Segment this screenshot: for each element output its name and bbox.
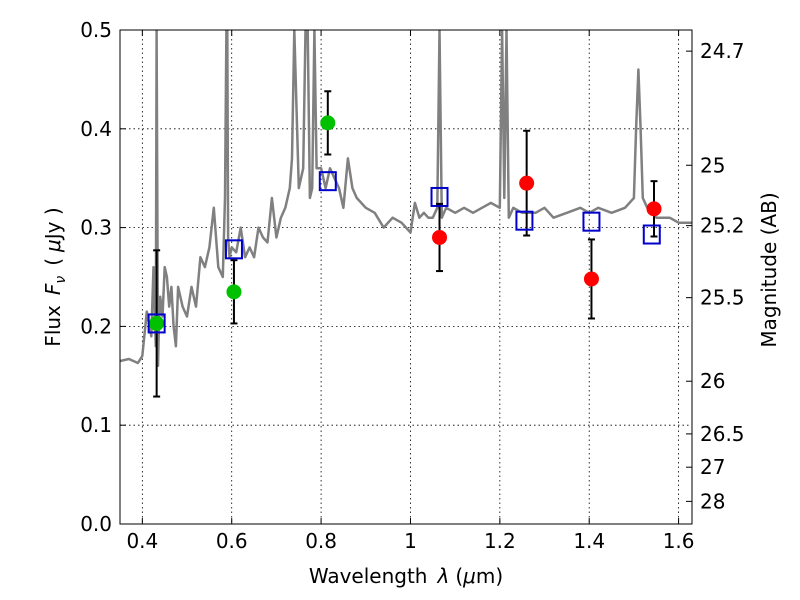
x-tick-label: 0.4	[126, 529, 158, 553]
y-tick-label: 0.5	[80, 18, 112, 42]
model-point	[318, 171, 337, 192]
magnitude-tick-label: 25.2	[700, 214, 745, 238]
y-tick-label: 0.3	[80, 216, 112, 240]
x-tick-label: 1	[404, 529, 417, 553]
optical-point	[320, 115, 336, 131]
x-axis-label: Wavelength λ (μm)	[309, 564, 503, 588]
x-tick-label: 0.8	[305, 529, 337, 553]
magnitude-axis-label: Magnitude (AB)	[757, 192, 781, 347]
x-axis-ticks: 0.4 0.6 0.8 1 1.2 1.4 1.6	[126, 30, 695, 553]
optical-point	[226, 284, 242, 300]
x-axis-label-symbol: λ	[436, 564, 449, 588]
magnitude-tick-label: 25	[700, 153, 725, 177]
y-axis-label-subscript: ν	[53, 276, 69, 284]
plot-frame	[119, 29, 693, 525]
magnitude-tick-label: 26.5	[700, 422, 745, 446]
y-axis-label-text: Flux	[41, 305, 65, 347]
optical-point	[149, 315, 165, 331]
model-point	[515, 210, 534, 231]
x-tick-label: 1.4	[573, 529, 605, 553]
y-tick-label: 0.1	[80, 413, 112, 437]
nir-point	[432, 229, 448, 245]
model-point	[224, 239, 243, 260]
x-axis-label-unit-mu: μ	[462, 564, 476, 588]
y-axis-label-unit-rest: Jy )	[41, 207, 65, 241]
nir-point	[583, 271, 599, 287]
model-point	[582, 211, 601, 232]
data-markers	[147, 115, 662, 334]
magnitude-axis-ticks: 24.7 25 25.2 25.5 26 26.5 27 28	[686, 39, 745, 513]
y-tick-label: 0.0	[80, 512, 112, 536]
x-tick-label: 0.6	[216, 529, 248, 553]
x-axis-label-unit-open: (	[455, 564, 463, 588]
y-tick-label: 0.4	[80, 117, 112, 141]
magnitude-tick-label: 26	[700, 369, 725, 393]
magnitude-tick-label: 25.5	[700, 286, 745, 310]
y-axis-label-symbol: F	[41, 283, 65, 295]
nir-point	[646, 201, 662, 217]
model-point	[430, 186, 449, 207]
x-axis-label-text: Wavelength	[309, 564, 428, 588]
magnitude-tick-label: 27	[700, 455, 725, 479]
model-point	[642, 224, 661, 245]
y-axis-ticks: 0.0 0.1 0.2 0.3 0.4 0.5	[80, 18, 126, 536]
model-spectrum-line	[120, 30, 692, 368]
x-axis-label-unit-rest: m)	[476, 564, 503, 588]
magnitude-tick-label: 24.7	[700, 39, 745, 63]
y-axis-label-unit-open: (	[41, 258, 65, 266]
x-tick-label: 1.6	[663, 529, 695, 553]
x-tick-label: 1.2	[484, 529, 516, 553]
model-point	[147, 313, 166, 334]
y-axis-label-unit-mu: μ	[41, 239, 65, 253]
y-axis-label: Flux Fν ( μJy )	[41, 207, 69, 346]
nir-point	[519, 175, 535, 191]
y-tick-label: 0.2	[80, 314, 112, 338]
magnitude-tick-label: 28	[700, 489, 725, 513]
